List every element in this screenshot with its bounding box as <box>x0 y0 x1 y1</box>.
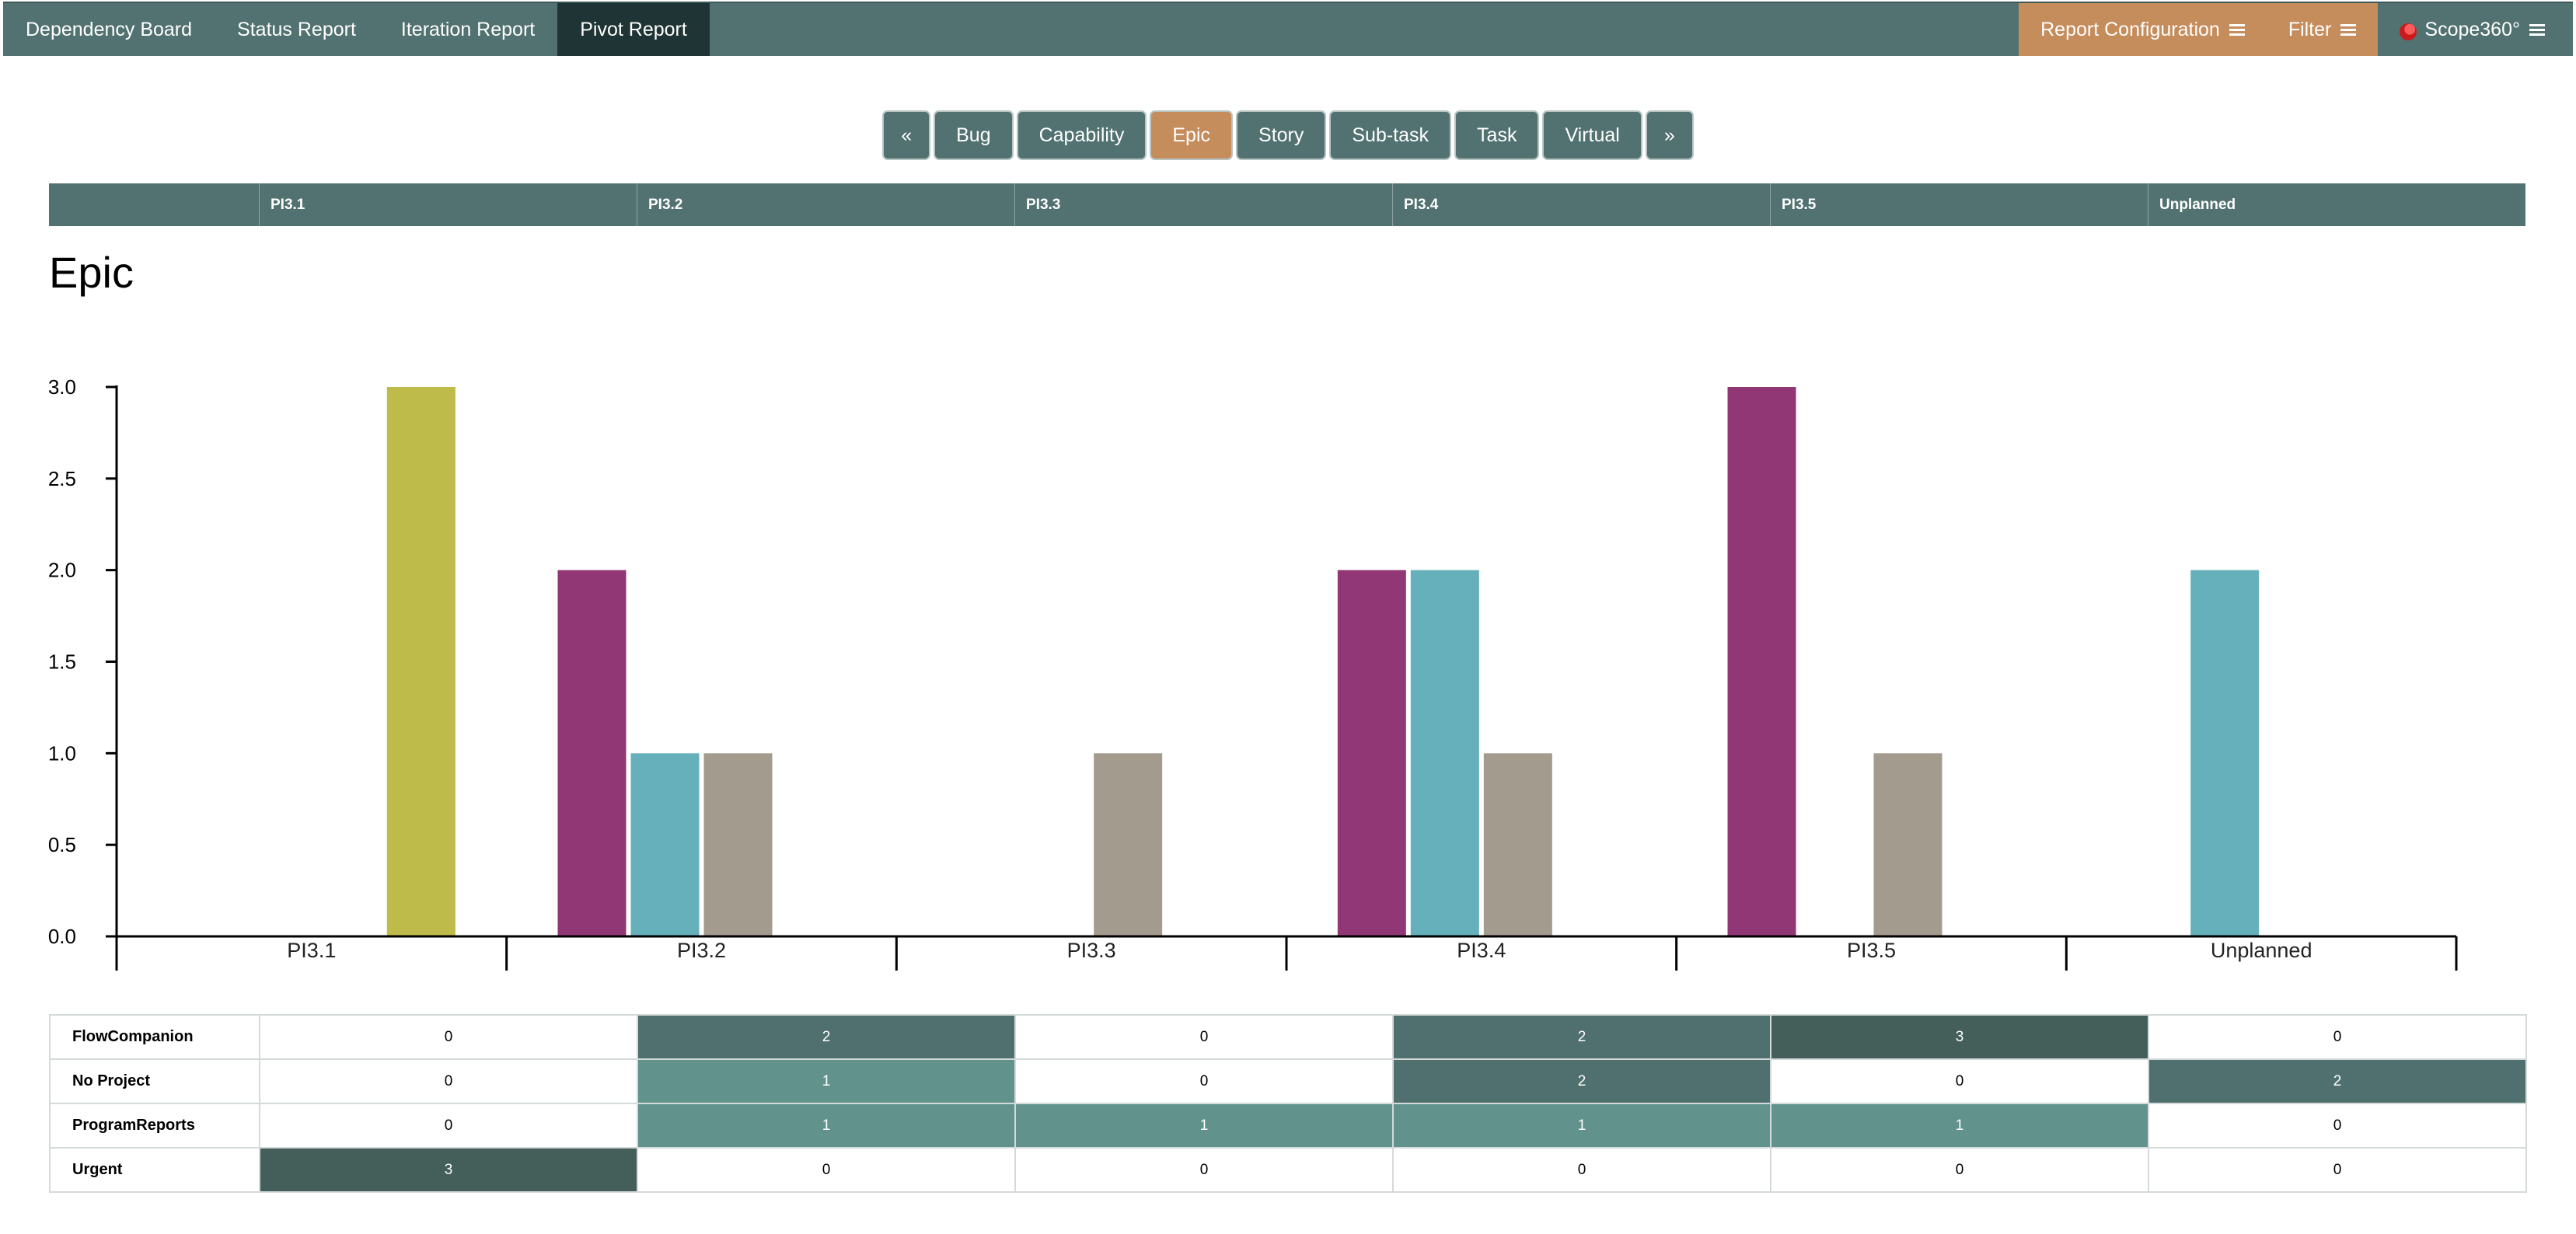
table-cell: 2 <box>1392 1014 1771 1060</box>
y-tick-label: 0.0 <box>48 925 76 948</box>
table-cell: 1 <box>1392 1103 1771 1149</box>
menu-icon <box>2229 22 2245 38</box>
nav-dependency-board[interactable]: Dependency Board <box>26 18 193 40</box>
scope-logo-icon <box>2400 23 2417 40</box>
bar-flowcompanion <box>1727 387 1796 936</box>
menu-icon <box>2340 22 2357 38</box>
bar-no-project <box>2190 570 2260 936</box>
y-tick-label: 1.0 <box>48 741 76 765</box>
y-tick-label: 2.5 <box>48 467 76 490</box>
bar-flowcompanion <box>1337 570 1406 936</box>
table-cell: 1 <box>1014 1103 1394 1149</box>
type-button-bug[interactable]: Bug <box>934 110 1014 160</box>
table-cell: 0 <box>1014 1147 1394 1193</box>
column-header-bar: PI3.1 PI3.2 PI3.3 PI3.4 PI3.5 Unplanned <box>49 183 2525 226</box>
x-tick-label: PI3.3 <box>1067 939 1116 962</box>
table-cell: 3 <box>1770 1014 2149 1060</box>
y-tick-label: 1.5 <box>48 650 76 674</box>
bar-programreports <box>1873 753 1942 936</box>
bar-programreports <box>1094 753 1163 936</box>
type-button-story[interactable]: Story <box>1236 110 1327 160</box>
column-header: PI3.1 <box>259 183 637 226</box>
x-tick-label: PI3.1 <box>287 939 336 962</box>
report-configuration-button[interactable]: Report Configuration <box>2019 3 2267 56</box>
table-cell: 1 <box>637 1103 1016 1149</box>
table-cell: 0 <box>259 1103 638 1149</box>
table-cell: 0 <box>1770 1147 2149 1193</box>
pager-prev-button[interactable]: « <box>882 110 931 160</box>
nav-iteration-report[interactable]: Iteration Report <box>400 18 536 40</box>
table-cell: 3 <box>259 1147 638 1193</box>
column-header: Unplanned <box>2148 183 2525 226</box>
column-header: PI3.5 <box>1770 183 2148 226</box>
y-tick-label: 3.0 <box>48 375 76 399</box>
column-header: PI3.2 <box>637 183 1014 226</box>
table-cell: 0 <box>1770 1058 2149 1104</box>
filter-button[interactable]: Filter <box>2267 3 2379 56</box>
bar-flowcompanion <box>557 570 627 936</box>
table-row: No Project 0 1 0 2 0 2 <box>49 1058 2527 1104</box>
row-label: FlowCompanion <box>49 1014 260 1060</box>
bar-programreports <box>703 753 773 936</box>
brand-menu-button[interactable]: Scope360° <box>2378 3 2573 56</box>
table-cell: 2 <box>637 1014 1016 1060</box>
nav-pivot-report[interactable]: Pivot Report <box>557 3 710 56</box>
bar-chart: 0.0 0.5 1.0 1.5 2.0 2.5 3.0 PI3.1 PI3.2 PI3.3 PI3.… <box>48 375 2458 971</box>
pager-next-button[interactable]: » <box>1645 110 1694 160</box>
table-cell: 0 <box>1014 1058 1394 1104</box>
x-tick-label: Unplanned <box>2211 939 2312 962</box>
table-cell: 2 <box>1392 1058 1771 1104</box>
column-header: PI3.3 <box>1014 183 1392 226</box>
row-label: ProgramReports <box>49 1103 260 1149</box>
page-title: Epic <box>49 248 134 297</box>
table-cell: 0 <box>1392 1147 1771 1193</box>
bar-no-project <box>630 753 700 936</box>
x-tick-label: PI3.4 <box>1457 939 1506 962</box>
type-button-sub-task[interactable]: Sub-task <box>1329 110 1452 160</box>
nav-status-report[interactable]: Status Report <box>237 18 356 40</box>
table-cell: 1 <box>1770 1103 2149 1149</box>
y-tick-label: 0.5 <box>48 833 76 856</box>
table-cell: 1 <box>637 1058 1016 1104</box>
column-header: PI3.4 <box>1392 183 1770 226</box>
x-tick-label: PI3.5 <box>1847 939 1896 962</box>
nav-config-group: Report Configuration Filter <box>2019 3 2379 56</box>
table-cell: 0 <box>2148 1147 2527 1193</box>
table-cell: 0 <box>2148 1014 2527 1060</box>
nav-spacer <box>710 3 2019 56</box>
table-row: Urgent 3 0 0 0 0 0 <box>49 1147 2527 1193</box>
bar-no-project <box>1410 570 1479 936</box>
table-cell: 0 <box>1014 1014 1394 1060</box>
table-row: FlowCompanion 0 2 0 2 3 0 <box>49 1014 2527 1060</box>
column-header-blank <box>49 183 259 226</box>
menu-icon <box>2529 22 2545 38</box>
table-cell: 0 <box>637 1147 1016 1193</box>
filter-label: Filter <box>2288 18 2332 40</box>
brand-label: Scope360° <box>2424 18 2520 40</box>
report-configuration-label: Report Configuration <box>2040 18 2220 40</box>
type-button-virtual[interactable]: Virtual <box>1542 110 1642 160</box>
type-button-task[interactable]: Task <box>1454 110 1540 160</box>
issue-type-pager: « Bug Capability Epic Story Sub-task Tas… <box>0 110 2576 160</box>
top-nav-bar: Dependency Board Status Report Iteration… <box>3 2 2573 56</box>
table-cell: 0 <box>259 1014 638 1060</box>
type-button-epic[interactable]: Epic <box>1150 110 1234 160</box>
table-cell: 0 <box>259 1058 638 1104</box>
table-cell: 0 <box>2148 1103 2527 1149</box>
bar-programreports <box>1483 753 1552 936</box>
x-tick-label: PI3.2 <box>677 939 726 962</box>
pivot-table: FlowCompanion 0 2 0 2 3 0 No Project 0 1 0 2 0 2 Progr… <box>49 1014 2527 1193</box>
row-label: No Project <box>49 1058 260 1104</box>
table-row: ProgramReports 0 1 1 1 1 0 <box>49 1103 2527 1149</box>
type-button-capability[interactable]: Capability <box>1016 110 1147 160</box>
row-label: Urgent <box>49 1147 260 1193</box>
bar-urgent <box>386 387 456 936</box>
table-cell: 2 <box>2148 1058 2527 1104</box>
y-tick-label: 2.0 <box>48 559 76 582</box>
